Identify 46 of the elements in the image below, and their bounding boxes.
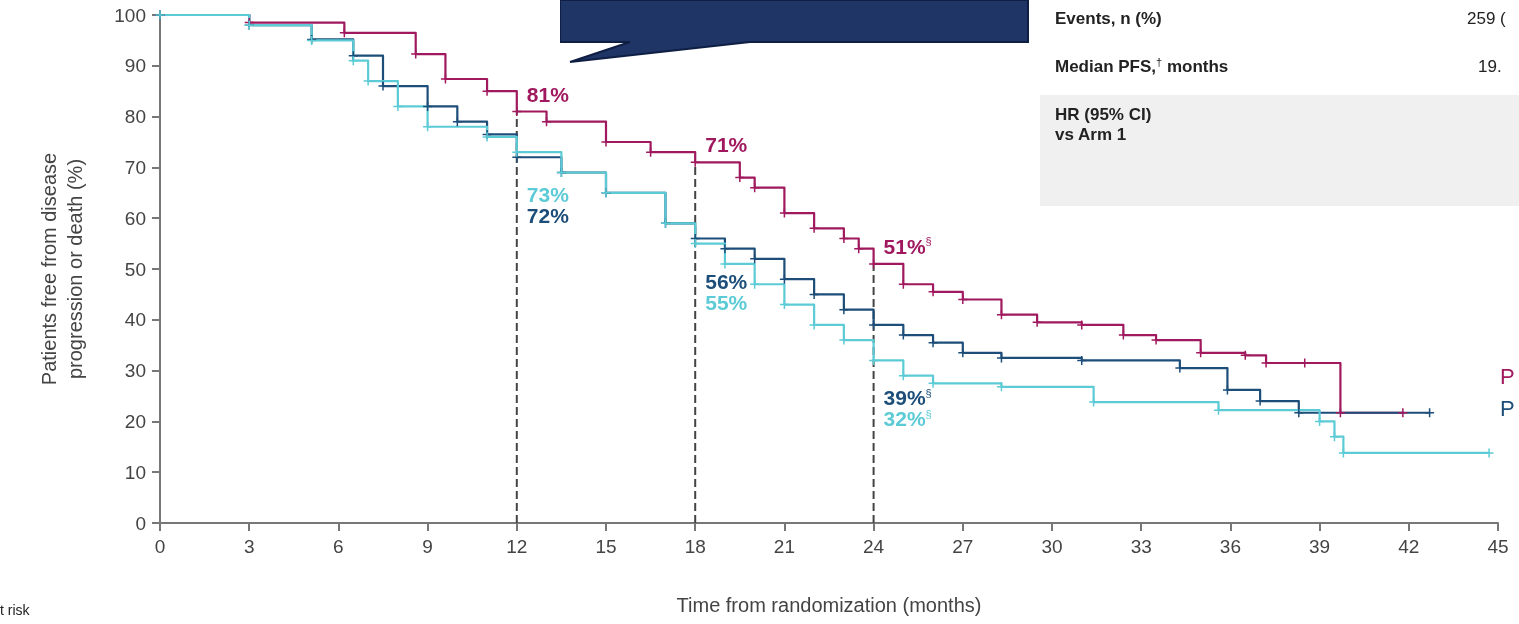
text: P: [1500, 395, 1515, 421]
x-tick-label: 24: [863, 536, 885, 557]
y-tick-label: 60: [124, 207, 146, 229]
y-tick-label: 30: [124, 360, 146, 382]
text: P: [1500, 363, 1515, 389]
annotation: 39%§: [883, 386, 932, 410]
annotation: 259 (: [1467, 8, 1507, 28]
annotation: 51%§: [883, 234, 932, 258]
x-axis-title: Time from randomization (months): [676, 594, 982, 616]
x-tick-label: 39: [1309, 536, 1331, 557]
x-tick-label: 42: [1398, 536, 1420, 557]
annotation: Median PFS,† months: [1055, 55, 1229, 76]
annotation: 71%: [705, 133, 748, 157]
annotation: 56%: [705, 269, 748, 293]
annotation: 81%: [526, 82, 570, 106]
y-tick-label: 10: [124, 461, 146, 483]
x-tick-label: 30: [1041, 536, 1063, 557]
x-tick-label: 6: [333, 536, 344, 557]
y-tick-label: 50: [124, 258, 146, 280]
y-tick-label: 80: [124, 106, 146, 128]
y-axis-title: Patients free from disease progression or death (%): [38, 152, 86, 386]
annotation: 72%: [526, 204, 570, 228]
y-tick-label: 40: [124, 309, 146, 331]
annotation: 19.: [1478, 56, 1502, 76]
x-tick-label: 0: [154, 536, 166, 557]
y-tick-label: 100: [114, 4, 146, 26]
x-tick-label: 21: [773, 536, 795, 557]
x-tick-label: 15: [595, 536, 617, 557]
x-tick-label: 45: [1487, 536, 1509, 557]
annotation: 55%: [705, 290, 748, 314]
annotation: 32%§: [883, 407, 932, 431]
x-tick-label: 9: [422, 536, 433, 557]
x-tick-label: 27: [952, 536, 974, 557]
x-tick-label: 12: [506, 536, 528, 557]
y-tick-label: 70: [124, 156, 146, 178]
annotation: Events, n (%): [1055, 8, 1162, 28]
y-tick-label: 90: [124, 55, 146, 77]
x-tick-label: 33: [1130, 536, 1152, 557]
annotation: HR (95% CI) vs Arm 1: [1055, 104, 1152, 144]
x-tick-label: 3: [243, 536, 255, 557]
x-tick-label: 36: [1219, 536, 1241, 557]
text: t risk: [0, 602, 31, 618]
annotation: 73%: [526, 183, 570, 207]
x-tick-label: 18: [684, 536, 706, 557]
y-tick-label: 0: [135, 512, 146, 534]
y-tick-label: 20: [124, 410, 146, 432]
